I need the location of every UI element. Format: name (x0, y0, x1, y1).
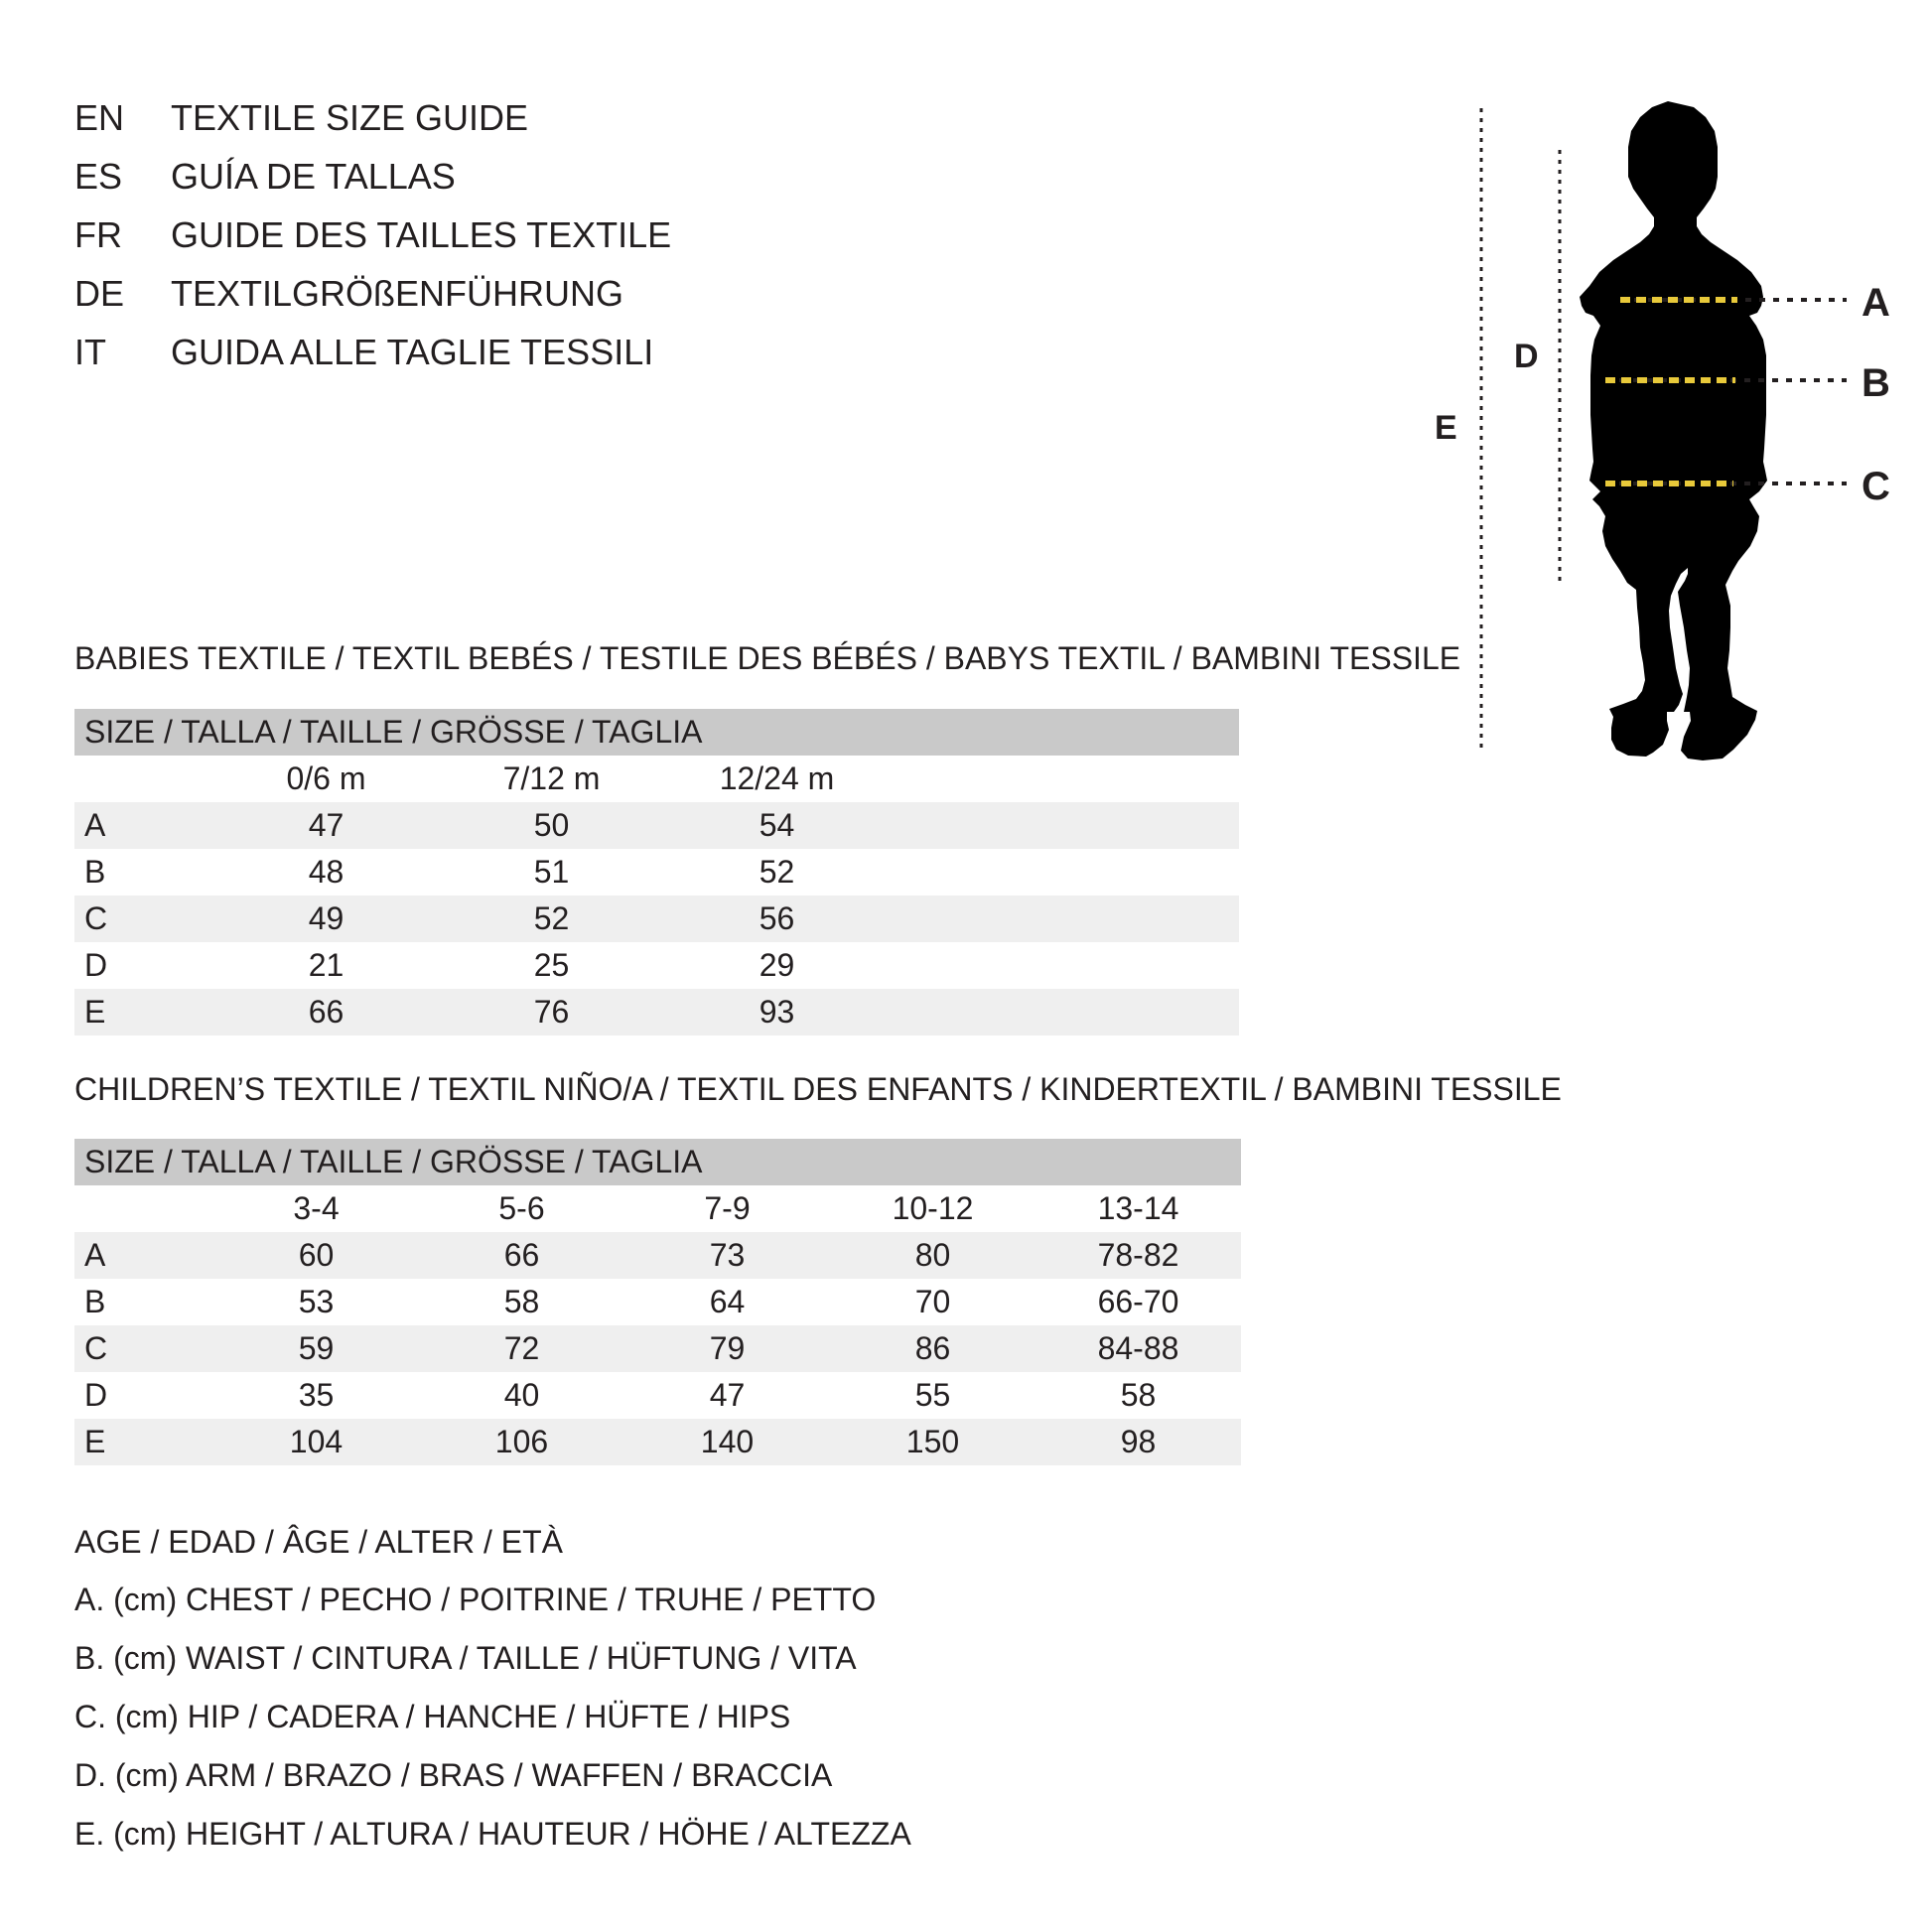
svg-text:B: B (1862, 361, 1890, 405)
svg-text:E: E (1435, 409, 1457, 447)
svg-text:A: A (1862, 281, 1890, 325)
svg-text:D: D (1514, 338, 1539, 375)
svg-text:C: C (1862, 465, 1890, 508)
